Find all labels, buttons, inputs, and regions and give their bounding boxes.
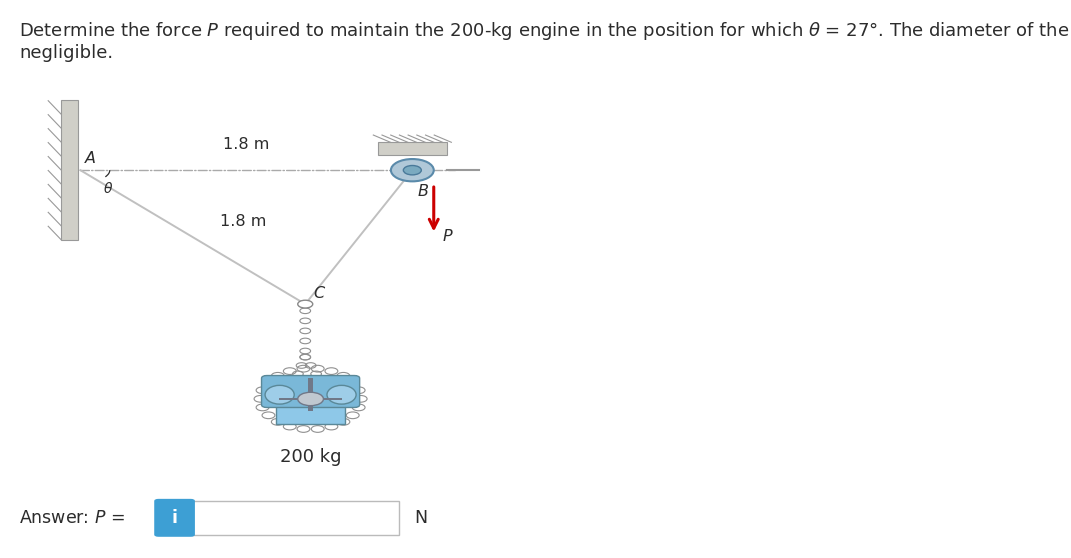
Bar (378, 142, 448, 155)
Text: Answer: $P$ =: Answer: $P$ = (19, 509, 127, 527)
Circle shape (298, 300, 313, 308)
Text: negligible.: negligible. (19, 44, 114, 61)
Text: 200 kg: 200 kg (280, 448, 342, 466)
Circle shape (404, 166, 421, 175)
Text: 1.8 m: 1.8 m (223, 137, 270, 152)
Bar (308, 378, 313, 411)
Text: θ: θ (104, 182, 112, 196)
Text: 1.8 m: 1.8 m (220, 214, 266, 229)
Text: C: C (314, 286, 325, 301)
FancyBboxPatch shape (154, 499, 195, 537)
Ellipse shape (266, 386, 295, 404)
Text: P: P (442, 229, 452, 244)
Bar (276, 400, 345, 424)
Text: i: i (171, 509, 178, 527)
FancyBboxPatch shape (191, 501, 399, 535)
Text: A: A (85, 151, 95, 166)
FancyBboxPatch shape (261, 376, 360, 407)
Bar (61, 100, 78, 240)
Circle shape (298, 392, 323, 406)
Text: B: B (418, 184, 428, 199)
Ellipse shape (327, 386, 356, 404)
Text: N: N (414, 509, 427, 527)
Text: Determine the force $P$ required to maintain the 200-kg engine in the position f: Determine the force $P$ required to main… (19, 20, 1071, 41)
Bar (278, 397, 343, 401)
Circle shape (391, 159, 434, 181)
